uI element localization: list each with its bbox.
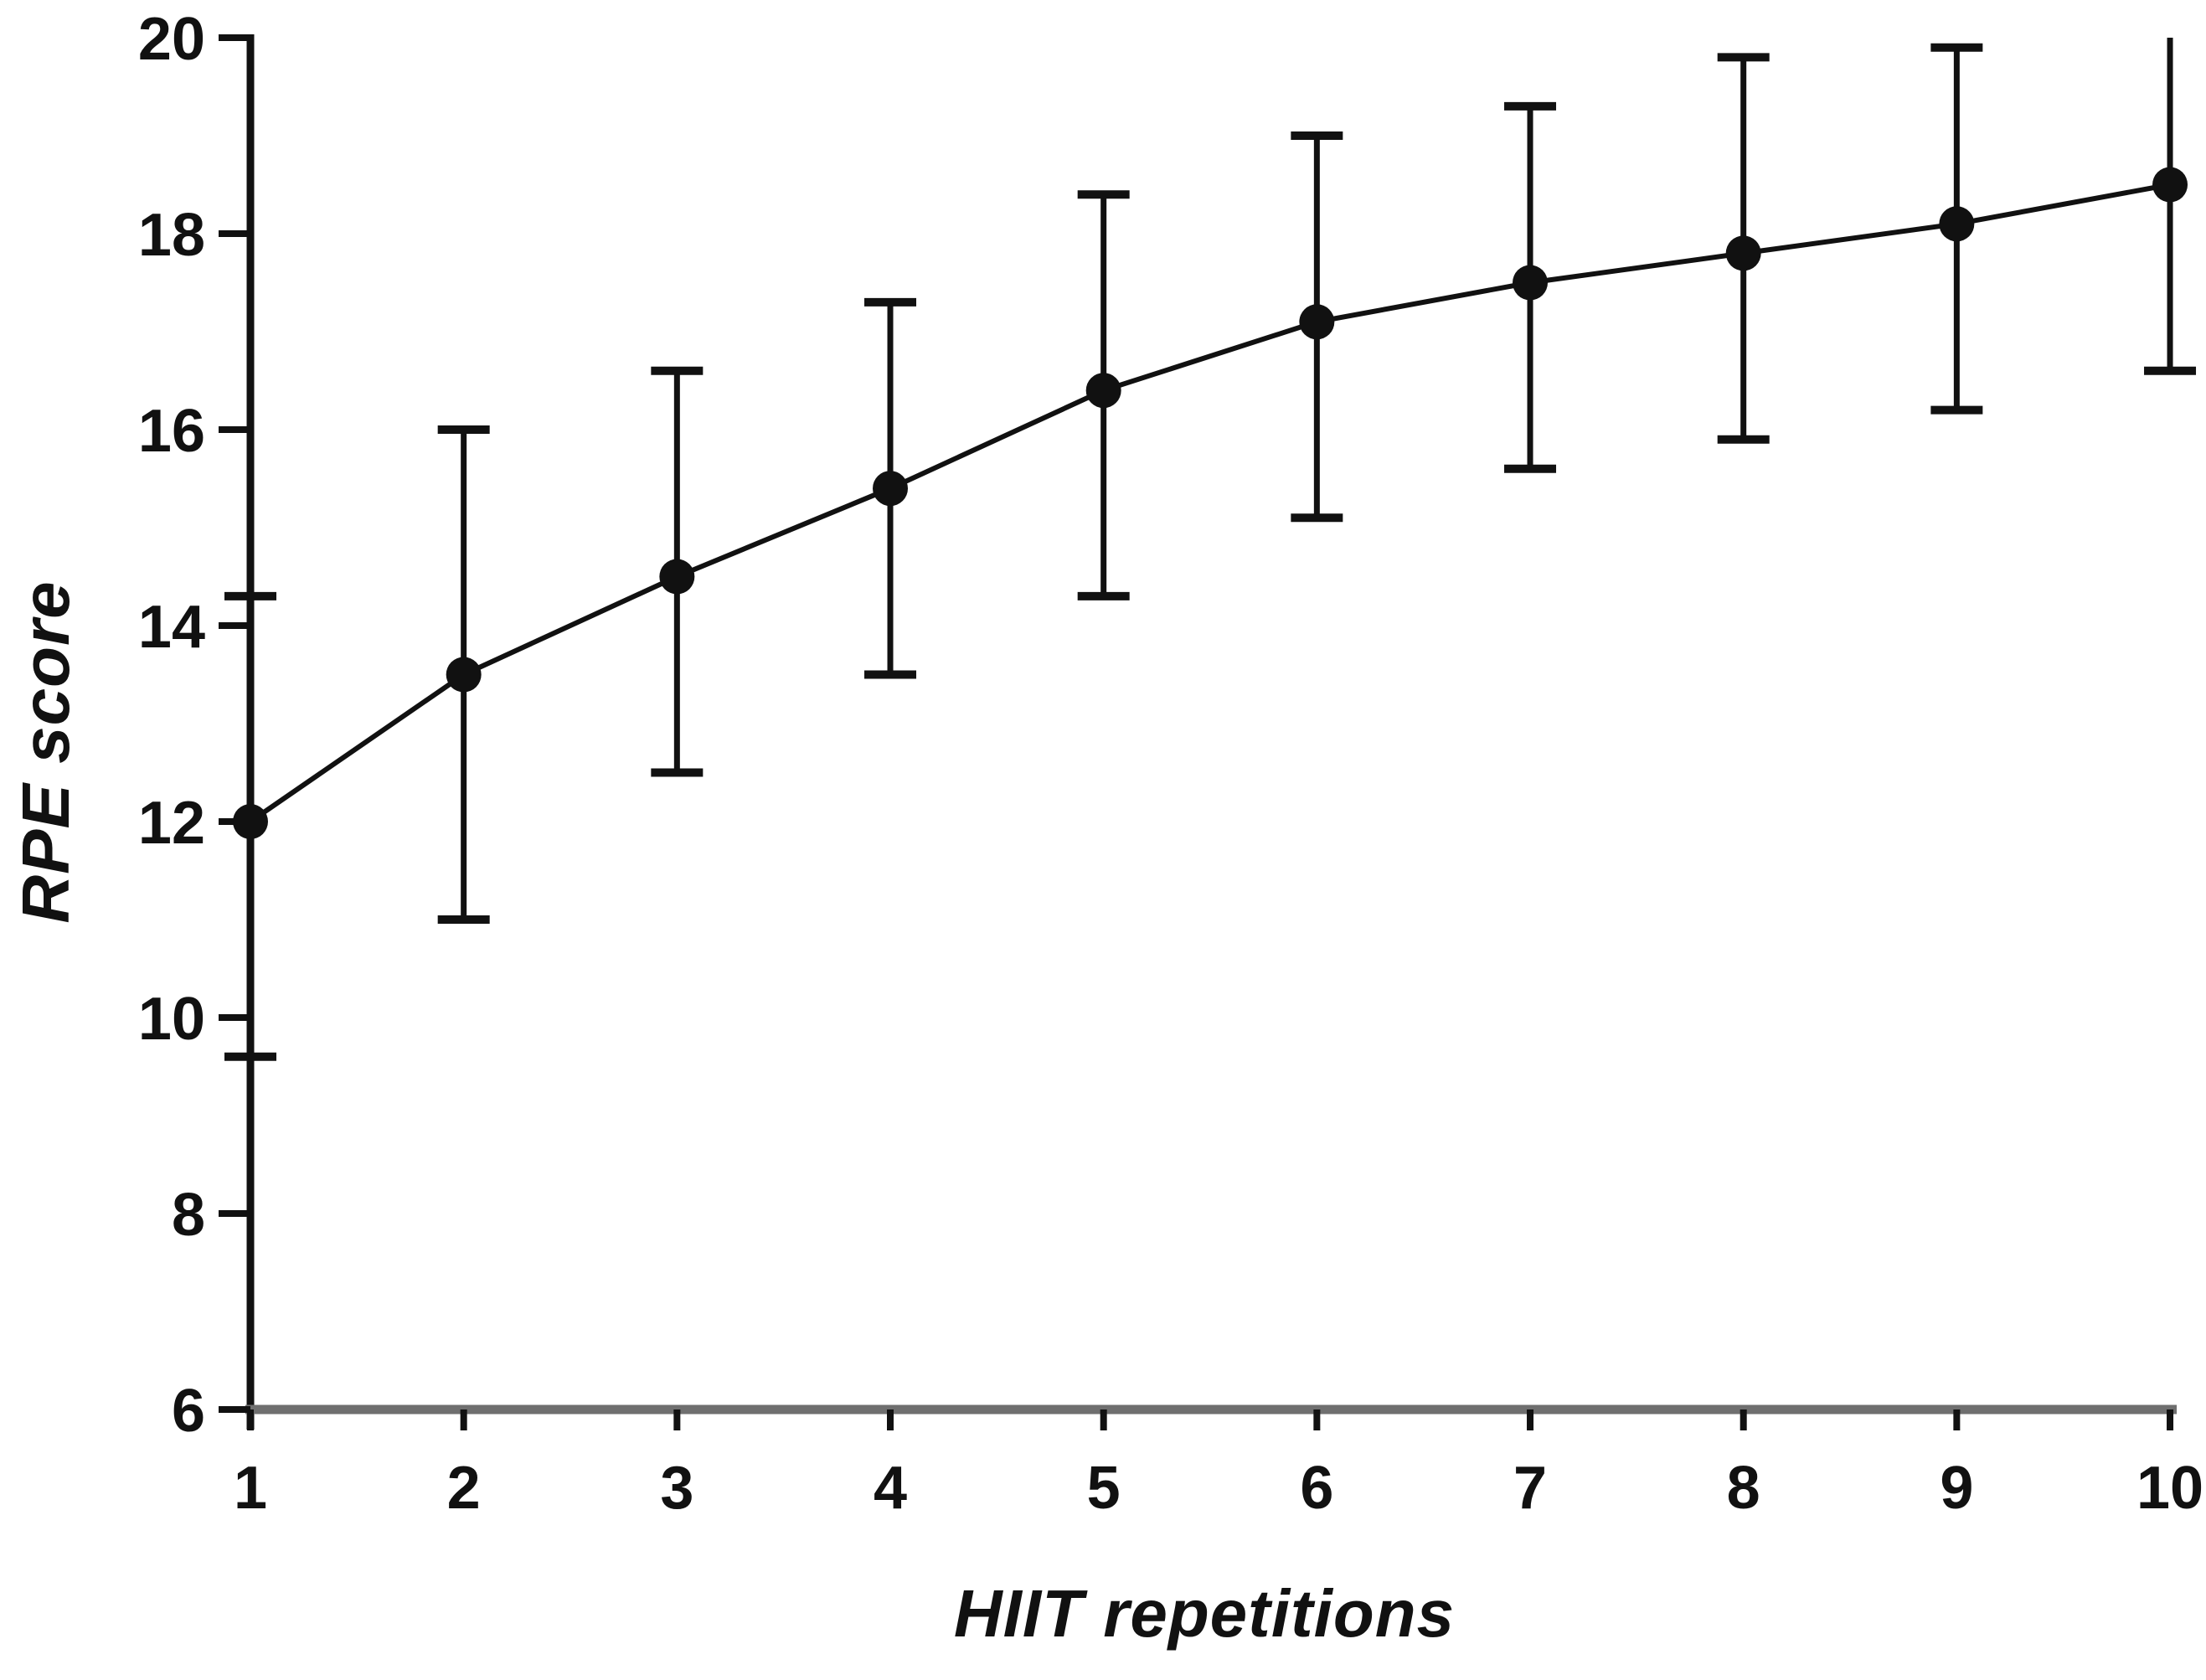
y-tick-label-20: 20 [138, 6, 205, 73]
y-tick-label-12: 12 [138, 790, 205, 857]
data-point-10 [2152, 167, 2188, 203]
x-tick-label-1: 1 [234, 1455, 267, 1522]
y-tick-label-8: 8 [172, 1182, 205, 1249]
x-tick-label-4: 4 [874, 1455, 907, 1522]
x-tick-label-8: 8 [1727, 1455, 1760, 1522]
data-point-9 [1939, 206, 1975, 242]
mean-rpe-line [249, 182, 2171, 824]
data-point-3 [659, 559, 695, 595]
x-tick-label-6: 6 [1300, 1455, 1333, 1522]
x-tick-label-9: 9 [1940, 1455, 1973, 1522]
data-point-1 [233, 804, 268, 839]
data-point-8 [1725, 235, 1761, 271]
x-tick-label-7: 7 [1513, 1455, 1547, 1522]
x-tick-label-10: 10 [2136, 1455, 2203, 1522]
y-tick-label-10: 10 [138, 986, 205, 1053]
data-point-6 [1299, 304, 1335, 340]
x-tick-label-5: 5 [1087, 1455, 1121, 1522]
data-point-2 [446, 657, 482, 693]
y-tick-label-14: 14 [138, 594, 205, 661]
data-point-5 [1085, 373, 1121, 409]
x-tick-label-3: 3 [660, 1455, 693, 1522]
x-tick-label-2: 2 [447, 1455, 481, 1522]
y-tick-label-16: 16 [138, 398, 205, 465]
data-point-4 [873, 471, 909, 507]
y-tick-label-6: 6 [172, 1378, 205, 1445]
y-axis-title: RPE score [8, 580, 83, 924]
data-point-7 [1513, 265, 1549, 301]
x-axis-title: HIIT repetitions [953, 1576, 1456, 1651]
y-tick-label-18: 18 [138, 202, 205, 269]
